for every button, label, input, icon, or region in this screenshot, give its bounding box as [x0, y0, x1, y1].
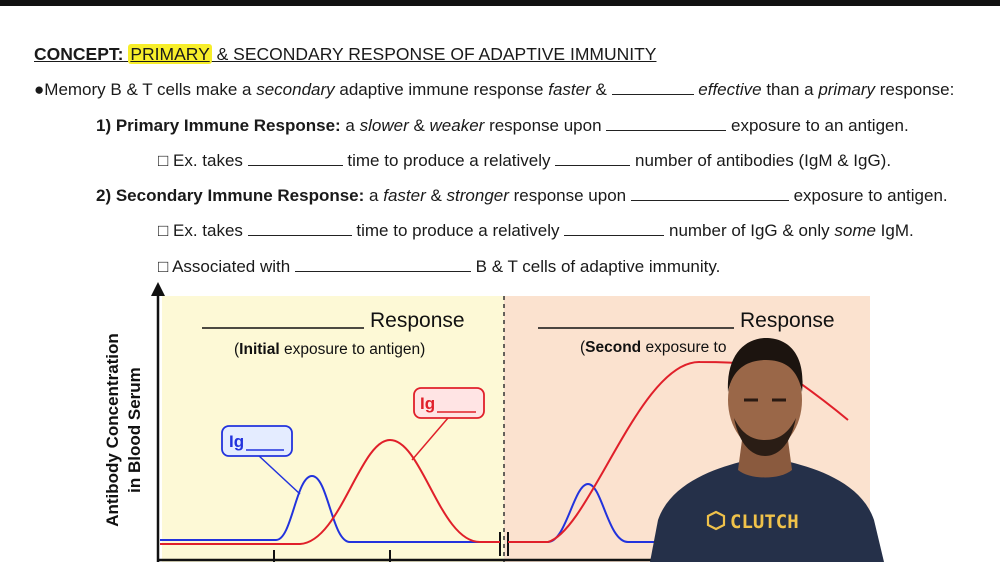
- presenter-beard: [734, 418, 796, 456]
- text-italic: faster: [383, 186, 426, 205]
- right-response-title: Response: [740, 309, 835, 332]
- y-label-line-1: Antibody Concentration: [103, 333, 122, 527]
- presenter-hair: [727, 338, 803, 392]
- primary-panel: [162, 296, 504, 562]
- text-italic: effective: [698, 80, 762, 99]
- memory-cells-statement: ●Memory B & T cells make a secondary ada…: [34, 79, 954, 101]
- text: response:: [874, 80, 955, 99]
- fill-blank[interactable]: [606, 115, 727, 131]
- text-italic: some: [834, 221, 876, 240]
- red-callout-pointer: [411, 417, 449, 461]
- primary-blue-curve: [160, 474, 500, 543]
- text: &: [425, 186, 447, 205]
- concept-highlight: PRIMARY: [128, 44, 212, 64]
- y-label-line-2: in Blood Serum: [125, 367, 144, 493]
- text-italic: stronger: [446, 186, 509, 205]
- right-subtitle: (Second exposure to: [580, 339, 726, 356]
- blue-ig-callout: [221, 425, 293, 457]
- red-ig-callout: [413, 387, 485, 419]
- primary-response-line: 1) Primary Immune Response: a slower & w…: [96, 115, 909, 137]
- association-line: □ Associated with B & T cells of adaptiv…: [158, 256, 720, 278]
- text: response upon: [484, 116, 607, 135]
- concept-rest: & SECONDARY RESPONSE OF ADAPTIVE IMMUNIT…: [211, 44, 657, 64]
- text: a: [340, 116, 360, 135]
- clutch-logo-icon: [706, 510, 726, 531]
- concept-prefix: CONCEPT:: [34, 44, 124, 64]
- secondary-example-line: □ Ex. takes time to produce a relatively…: [158, 220, 914, 242]
- text: exposure to antigen.: [788, 186, 948, 205]
- primary-heading: 1) Primary Immune Response:: [96, 116, 341, 135]
- primary-red-curve: [160, 438, 500, 545]
- text: &: [590, 80, 612, 99]
- checkbox-square-icon: □: [158, 257, 169, 276]
- checkbox-square-icon: □: [158, 221, 169, 240]
- text: than a: [761, 80, 819, 99]
- text: B & T cells of adaptive immunity.: [470, 257, 721, 276]
- fill-blank[interactable]: [555, 150, 631, 166]
- clutch-logo-text: CLUTCH: [730, 511, 799, 533]
- bullet-mark: ●: [34, 80, 45, 99]
- blue-ig-label: Ig: [229, 432, 244, 451]
- left-response-title: Response: [370, 309, 465, 332]
- antibody-response-graph: Antibody Concentration in Blood Serum Re…: [103, 282, 870, 562]
- text: a: [364, 186, 384, 205]
- text-italic: weaker: [429, 116, 485, 135]
- text: &: [408, 116, 430, 135]
- text: number of antibodies (IgM & IgG).: [630, 151, 892, 170]
- fill-blank[interactable]: [564, 220, 665, 236]
- presenter-video: CLUTCH: [650, 338, 884, 562]
- left-subtitle: (Initial exposure to antigen): [234, 341, 425, 358]
- fill-blank[interactable]: [294, 256, 471, 272]
- text-italic: secondary: [256, 80, 335, 99]
- presenter-shirt: [650, 462, 884, 562]
- top-bar: [0, 0, 1000, 6]
- y-axis-arrow-icon: [151, 282, 165, 296]
- text: IgM.: [875, 221, 914, 240]
- text: response upon: [508, 186, 631, 205]
- text: Ex. takes: [168, 221, 248, 240]
- text-italic: slower: [359, 116, 409, 135]
- red-ig-label: Ig: [420, 394, 435, 413]
- text: Memory B & T cells make a: [44, 80, 257, 99]
- blue-callout-pointer: [257, 454, 301, 495]
- primary-example-line: □ Ex. takes time to produce a relatively…: [158, 150, 891, 172]
- checkbox-square-icon: □: [158, 151, 169, 170]
- concept-title: CONCEPT: PRIMARY & SECONDARY RESPONSE OF…: [34, 43, 656, 65]
- text: Associated with: [168, 257, 295, 276]
- secondary-blue-curve: [508, 482, 700, 543]
- fill-blank[interactable]: [247, 150, 343, 166]
- fill-blank[interactable]: [247, 220, 352, 236]
- fill-blank[interactable]: [630, 185, 789, 201]
- secondary-heading: 2) Secondary Immune Response:: [96, 186, 365, 205]
- text-italic: primary: [818, 80, 875, 99]
- text: time to produce a relatively: [351, 221, 565, 240]
- text: Ex. takes: [168, 151, 248, 170]
- text: exposure to an antigen.: [726, 116, 909, 135]
- fill-blank[interactable]: [611, 79, 694, 95]
- presenter-head: [728, 350, 802, 450]
- text: number of IgG & only: [664, 221, 835, 240]
- text-italic: faster: [548, 80, 591, 99]
- text: adaptive immune response: [334, 80, 549, 99]
- secondary-response-line: 2) Secondary Immune Response: a faster &…: [96, 185, 948, 207]
- secondary-red-curve: [508, 360, 849, 543]
- text: time to produce a relatively: [342, 151, 556, 170]
- y-axis-label: Antibody Concentration in Blood Serum: [103, 333, 144, 527]
